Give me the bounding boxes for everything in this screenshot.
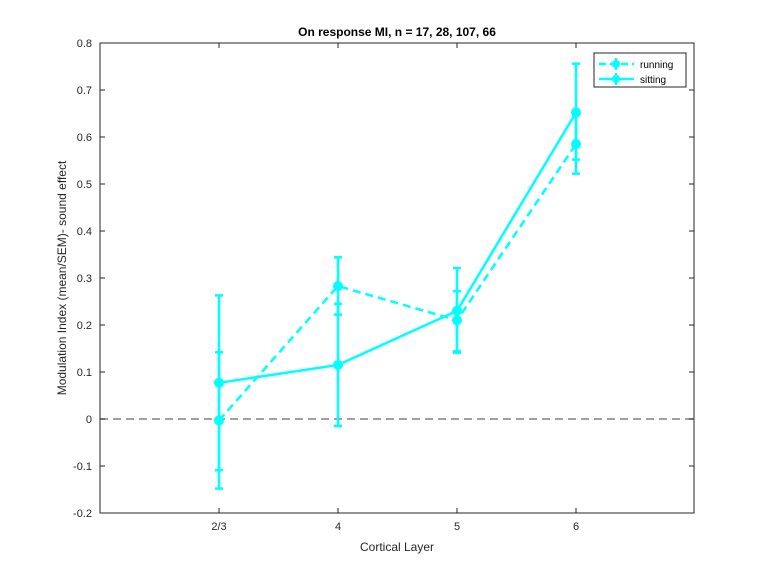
legend: running sitting <box>593 52 687 88</box>
series-line-sitting <box>218 111 578 385</box>
data-point-sitting <box>214 377 224 388</box>
y-tick-label: 0.5 <box>77 179 92 191</box>
y-tick-label: 0.7 <box>77 85 92 97</box>
legend-label: sitting <box>640 75 666 86</box>
y-tick-label: -0.1 <box>73 461 92 473</box>
legend-swatch-marker <box>612 60 620 68</box>
y-tick-label: 0.3 <box>77 273 92 285</box>
y-tick-label: 0 <box>86 414 92 426</box>
data-point-running <box>333 280 343 291</box>
y-axis-label: Modulation Index (mean/SEM)- sound effec… <box>55 160 69 395</box>
y-tick-label: 0.1 <box>77 367 92 379</box>
chart-title: On response MI, n = 17, 28, 107, 66 <box>298 25 496 39</box>
legend-entry-running: running <box>599 58 673 71</box>
legend-entries: running sitting <box>599 58 673 86</box>
y-tick-label: 0.4 <box>77 226 92 238</box>
data-point-sitting <box>333 359 343 370</box>
legend-label: running <box>640 60 673 71</box>
x-axis-label: Cortical Layer <box>360 540 434 554</box>
y-tick-label: 0.2 <box>77 320 92 332</box>
legend-swatch-marker <box>612 75 620 83</box>
y-tick-label: 0.8 <box>77 38 92 50</box>
x-tick-label: 6 <box>573 521 579 533</box>
legend-box <box>593 52 687 88</box>
series-sitting <box>214 62 581 472</box>
data-point-sitting <box>571 107 581 118</box>
y-tick-label: 0.6 <box>77 132 92 144</box>
x-tick-label: 2/3 <box>211 521 226 533</box>
data-point-sitting <box>452 305 462 316</box>
x-tick-label: 5 <box>454 521 460 533</box>
series-layer <box>214 62 581 490</box>
series-line-running <box>218 143 578 422</box>
legend-entry-sitting: sitting <box>599 73 666 86</box>
y-tick-label: -0.2 <box>73 508 92 520</box>
ticks-layer: -0.2 -0.1 0 0.1 0.2 0.3 0.4 0.5 0.6 0.7 0.8 2/3 4 5 6 <box>73 38 694 533</box>
plot-area <box>100 43 694 513</box>
x-tick-label: 4 <box>335 521 341 533</box>
